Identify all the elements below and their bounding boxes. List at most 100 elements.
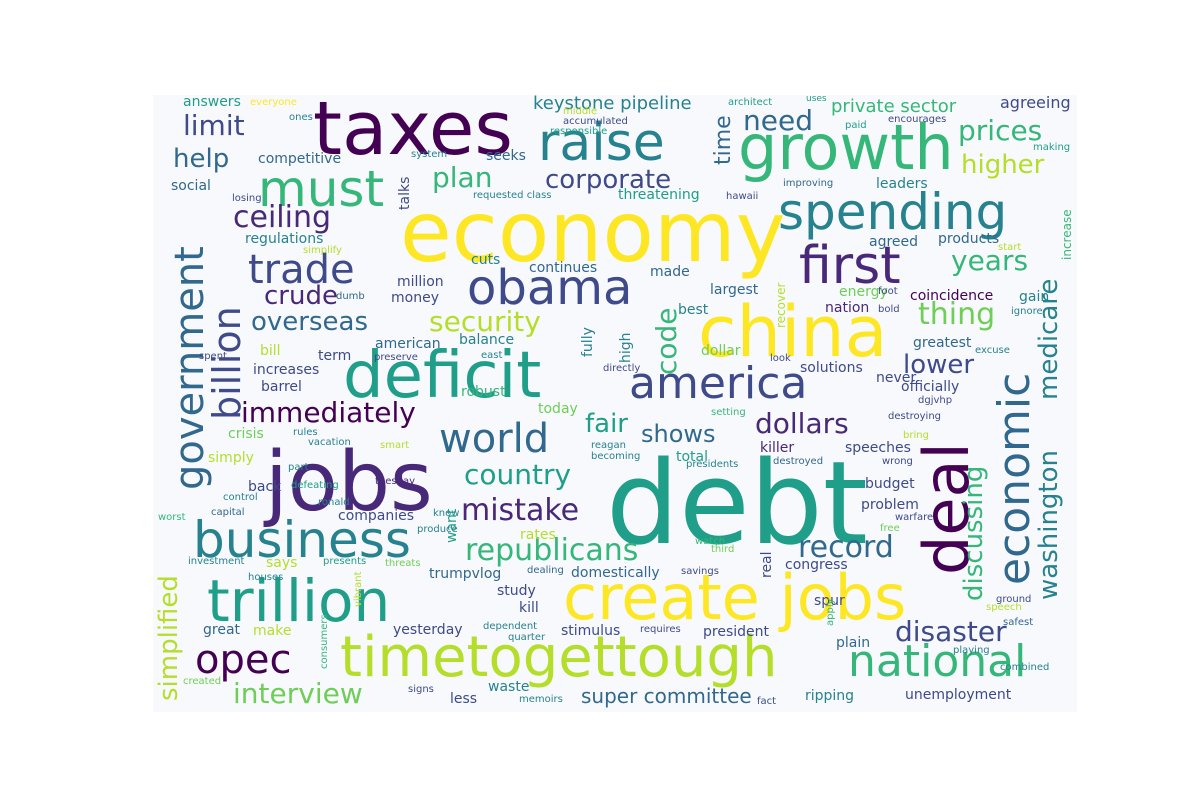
word-less: less [450,691,478,707]
word-consumers: consumers [319,614,330,669]
word-bring: bring [903,430,929,441]
word-yesterday: yesterday [393,622,463,638]
word-seeks: seeks [486,148,526,164]
word-barrel: barrel [261,379,302,395]
word-competitive: competitive [258,151,342,167]
word-must: must [258,160,385,218]
word-quarter: quarter [508,632,546,643]
word-total: total [676,449,709,465]
word-tuesday: tuesday [375,476,416,487]
word-leaders: leaders [876,176,928,192]
word-coincidence: coincidence [910,288,994,304]
word-raise: raise [538,113,665,173]
word-cloud: debt economy taxes jobs deficit china growth cr… [153,95,1077,712]
word-today: today [538,401,578,417]
word-interview: interview [233,677,363,710]
word-ripping: ripping [805,688,855,704]
word-answers: answers [183,95,241,110]
word-fair: fair [585,409,628,439]
word-trumpvlog: trumpvlog [429,566,502,582]
word-create-jobs: create jobs [563,561,907,634]
word-timetogettough: timetogettough [340,625,778,690]
word-hawaii: hawaii [726,191,759,202]
word-debt: debt [606,437,868,571]
word-obama: obama [467,260,633,316]
word-rules: rules [293,427,318,438]
word-business: business [193,511,411,569]
word-great: great [203,622,241,638]
word-kill: kill [519,600,539,616]
word-first: first [799,236,901,296]
word-capital: capital [211,507,245,518]
word-immediately: immediately [241,396,416,429]
word-foot: foot [878,286,898,297]
word-thing: thing [918,297,996,332]
word-simply: simply [208,450,254,466]
word-dollar: dollar [701,343,741,359]
word-dgjvhp: dgjvhp [918,395,953,406]
word-plain: plain [836,635,871,651]
word-becoming: becoming [591,451,641,462]
word-never: never [876,370,917,386]
word-time: time [711,115,736,165]
word-gain: gain [1019,289,1050,305]
word-economy: economy [400,183,786,281]
word-trillion: trillion [207,567,391,635]
word-combined: combined [1000,662,1050,673]
word-opec: opec [195,637,292,683]
word-simplify: simplify [303,245,342,256]
word-accumulated: accumulated [563,116,628,127]
word-products: products [938,231,1000,247]
word-threatening: threatening [618,187,700,203]
word-requested-class: requested class [473,190,552,201]
word-simplified: simplified [154,575,184,701]
word-need: need [743,104,813,137]
word-government: government [167,246,213,490]
word-says: says [266,555,298,571]
word-speech: speech [986,602,1022,613]
word-excuse: excuse [975,345,1010,356]
word-regulations: regulations [245,231,324,247]
word-crude: crude [264,281,338,311]
word-years: years [951,244,1029,277]
word-architect: architect [728,97,773,108]
word-bold: bold [878,304,900,315]
word-ignore: ignore [1011,306,1043,317]
word-created: created [183,676,222,687]
word-code: code [650,307,683,375]
word-free: free [880,523,900,534]
word-ground: ground [996,594,1032,605]
word-super-committee: super committee [581,684,752,708]
word-congress: congress [785,557,848,573]
word-wrong: wrong [882,456,913,467]
word-preserve: preserve [374,352,418,363]
word-responsible: responsible [550,126,608,137]
word-fact: fact [757,696,777,707]
word-houses: houses [248,572,284,583]
word-dealing: dealing [527,565,564,576]
word-prices: prices [958,114,1043,147]
word-plan: plan [432,161,493,194]
word-security: security [429,305,541,338]
word-help: help [173,144,230,174]
word-requires: requires [640,624,681,635]
word-best: best [678,302,709,318]
word-rates: rates [520,527,556,543]
word-disaster: disaster [895,615,1007,648]
word-problem: problem [861,497,919,513]
word-presidents: presidents [686,459,739,470]
word-control: control [223,492,258,503]
word-smart: smart [380,440,410,451]
word-vibrant: vibrant [353,571,364,607]
word-term: term [318,348,352,364]
word-uses: uses [806,95,827,104]
word-jobs: jobs [265,435,433,530]
word-setting: setting [711,407,746,418]
word-lower: lower [903,350,975,380]
word-president: president [703,624,769,640]
word-country: country [464,458,572,491]
word-america: america [629,358,808,409]
word-deficit: deficit [343,339,542,413]
word-money: money [391,290,439,306]
word-companies: companies [338,508,415,524]
